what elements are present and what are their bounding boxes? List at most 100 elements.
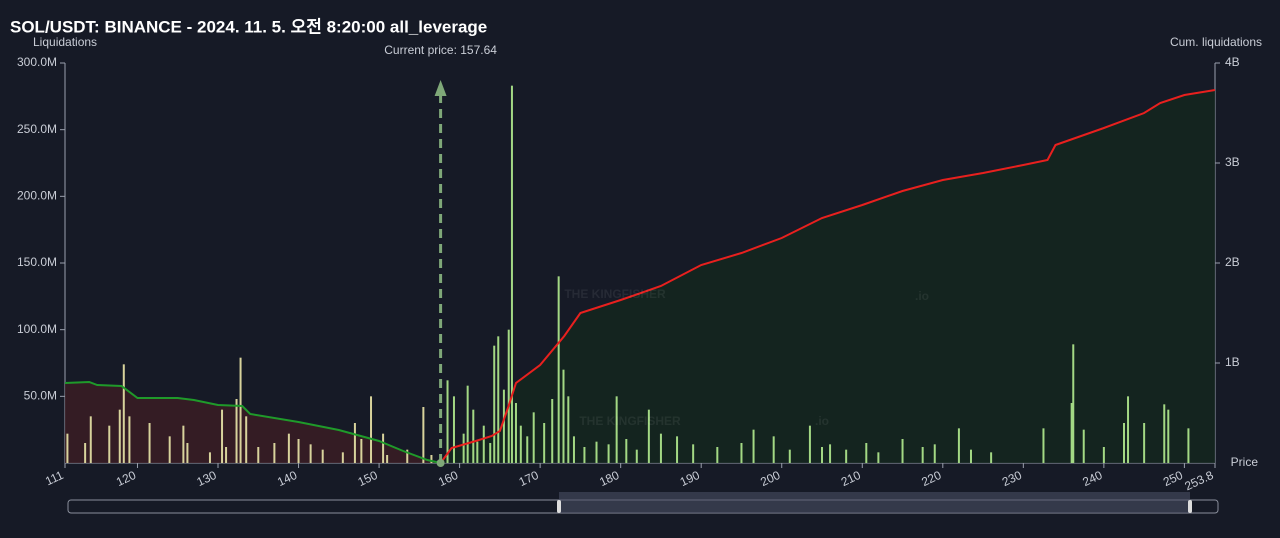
current-price-dot: [436, 459, 445, 467]
plot: 50.0M 100.0M 150.0M 200.0M 250.0M 300.0M 1B 2B 3…: [17, 43, 1240, 493]
liquidation-bar: [572, 436, 575, 463]
liquidation-bar: [341, 452, 344, 463]
liquidation-bar: [225, 447, 228, 463]
x-axis-label: Price: [1231, 455, 1259, 469]
liquidation-bar: [108, 425, 111, 463]
liquidation-bar: [567, 396, 570, 463]
liquidation-bar: [865, 443, 868, 463]
liquidation-bar: [507, 329, 510, 463]
liquidation-bar: [510, 85, 513, 464]
y2-axis-label: Cum. liquidations: [1170, 35, 1262, 49]
liquidation-bar: [489, 443, 492, 463]
liquidation-bar: [89, 416, 92, 463]
liquidation-bar: [647, 409, 650, 463]
liquidation-bar: [476, 441, 479, 463]
liquidation-bar: [430, 455, 433, 463]
liquidation-bar: [186, 443, 189, 463]
liquidation-bar: [235, 399, 238, 463]
watermark-suffix: .io: [815, 414, 829, 428]
liquidation-bar: [821, 447, 824, 463]
liquidation-bar: [406, 449, 409, 463]
liquidation-bar: [382, 433, 385, 463]
chart-title: SOL/USDT: BINANCE - 2024. 11. 5. 오전 8:20…: [10, 17, 487, 36]
liquidation-bar: [625, 439, 628, 463]
liquidation-bar: [808, 425, 811, 463]
current-price-arrow: [434, 80, 447, 96]
cumulative-line: [439, 89, 1216, 464]
liquidation-bar: [659, 433, 662, 463]
liquidation-bar: [692, 444, 695, 463]
liquidation-bar: [321, 449, 324, 463]
liquidation-bar: [502, 389, 505, 463]
liquidation-bar: [466, 385, 469, 463]
liquidation-bar: [273, 443, 276, 463]
y2-tick-label: 2B: [1225, 255, 1240, 269]
liquidation-bar: [370, 396, 373, 463]
liquidation-bar: [386, 455, 389, 463]
scroll-handle[interactable]: [1188, 500, 1192, 513]
liquidation-bar: [1187, 428, 1190, 463]
cumulative-area: [65, 382, 441, 463]
liquidation-bar: [543, 423, 546, 463]
liquidation-bar: [583, 447, 586, 463]
cumulative-area: [440, 90, 1216, 463]
liquidation-bar: [1070, 403, 1073, 463]
liquidation-bar: [245, 416, 248, 463]
liquidation-bar: [845, 449, 848, 463]
y-tick-label: 50.0M: [24, 389, 57, 403]
liquidation-bar: [1163, 404, 1166, 463]
liquidation-bar: [772, 436, 775, 463]
liquidation-bar: [462, 433, 465, 463]
cumulative-line: [64, 380, 441, 464]
liquidation-bar: [446, 380, 449, 463]
liquidation-bar: [829, 444, 832, 463]
liquidation-bar: [182, 425, 185, 463]
liquidation-bar: [615, 396, 618, 463]
liquidation-bar: [497, 336, 500, 463]
y-axis-label: Liquidations: [33, 35, 97, 49]
y-tick-label: 300.0M: [17, 55, 57, 69]
y-tick-label: 200.0M: [17, 189, 57, 203]
liquidation-bar: [969, 449, 972, 463]
y-tick-label: 150.0M: [17, 255, 57, 269]
current-price-label: Current price: 157.64: [384, 43, 497, 57]
liquidation-bar: [933, 444, 936, 463]
liquidation-bar: [990, 452, 993, 463]
liquidation-bar: [740, 443, 743, 463]
y2-tick-label: 1B: [1225, 355, 1240, 369]
liquidation-bar: [562, 369, 565, 463]
watermark: THE KINGFISHER: [564, 287, 666, 301]
liquidation-bar: [676, 436, 679, 463]
scroll-handle[interactable]: [557, 500, 561, 513]
liquidation-bar: [208, 452, 211, 463]
liquidation-bar: [1167, 409, 1170, 463]
liquidation-bar: [1042, 428, 1045, 463]
liquidation-bar: [287, 433, 290, 463]
liquidation-bar: [84, 443, 87, 463]
liquidation-bar: [532, 412, 535, 463]
liquidation-bar: [257, 447, 260, 463]
liquidation-bar: [921, 447, 924, 463]
liquidation-bar: [957, 428, 960, 463]
liquidation-bar: [493, 345, 496, 463]
liquidation-bar: [1122, 423, 1125, 463]
liquidation-bar: [551, 399, 554, 463]
y2-tick-label: 3B: [1225, 155, 1240, 169]
liquidation-bar: [557, 276, 560, 463]
liquidation-bar: [1082, 429, 1085, 463]
liquidation-bar: [526, 436, 529, 463]
scrollbar[interactable]: [67, 492, 1219, 514]
liquidation-bar: [595, 441, 598, 463]
watermark: THE KINGFISHER: [579, 414, 681, 428]
liquidation-bar: [1143, 423, 1146, 463]
liquidation-bar: [221, 409, 224, 463]
liquidation-bar: [877, 452, 880, 463]
y-tick-label: 100.0M: [17, 322, 57, 336]
scroll-window[interactable]: [559, 492, 1190, 513]
liquidation-bar: [422, 407, 425, 463]
y-tick-label: 250.0M: [17, 122, 57, 136]
liquidation-bar: [297, 439, 300, 463]
liquidation-bar: [360, 439, 363, 463]
liquidation-bar: [482, 425, 485, 463]
